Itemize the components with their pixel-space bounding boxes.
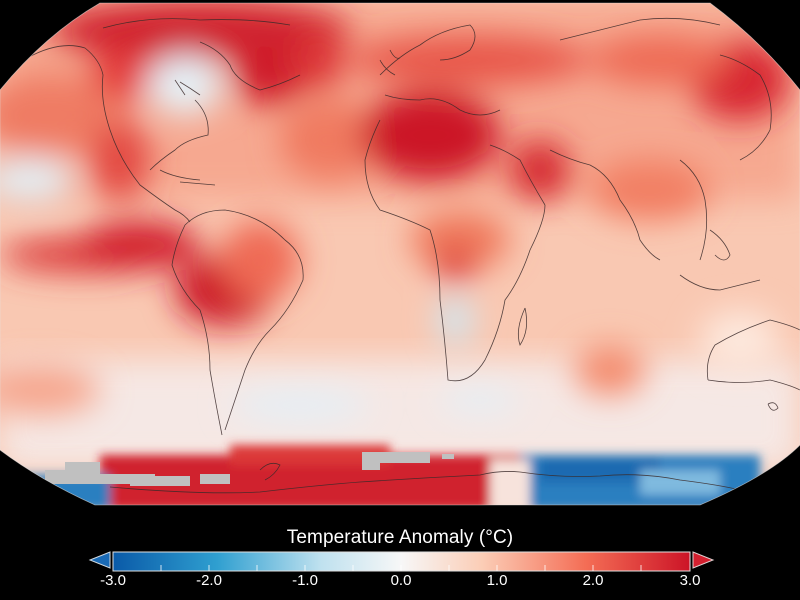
color-legend: Temperature Anomaly (°C) (0, 515, 800, 600)
tick-label: 2.0 (582, 572, 604, 589)
tick-label: -1.0 (292, 572, 318, 589)
tick-label: 3.0 (679, 572, 701, 589)
temperature-anomaly-map (0, 2, 800, 506)
colorbar-left-arrow (88, 551, 111, 569)
tick-label: 1.0 (486, 572, 508, 589)
colorbar (88, 551, 715, 572)
tick-label: 0.0 (390, 572, 412, 589)
tick-label: -3.0 (100, 572, 126, 589)
missing-data-blocks (45, 452, 454, 486)
map-field (0, 3, 800, 505)
coastlines (26, 17, 800, 494)
legend-title: Temperature Anomaly (°C) (286, 527, 514, 548)
colorbar-right-arrow (692, 551, 715, 569)
tick-label: -2.0 (196, 572, 222, 589)
